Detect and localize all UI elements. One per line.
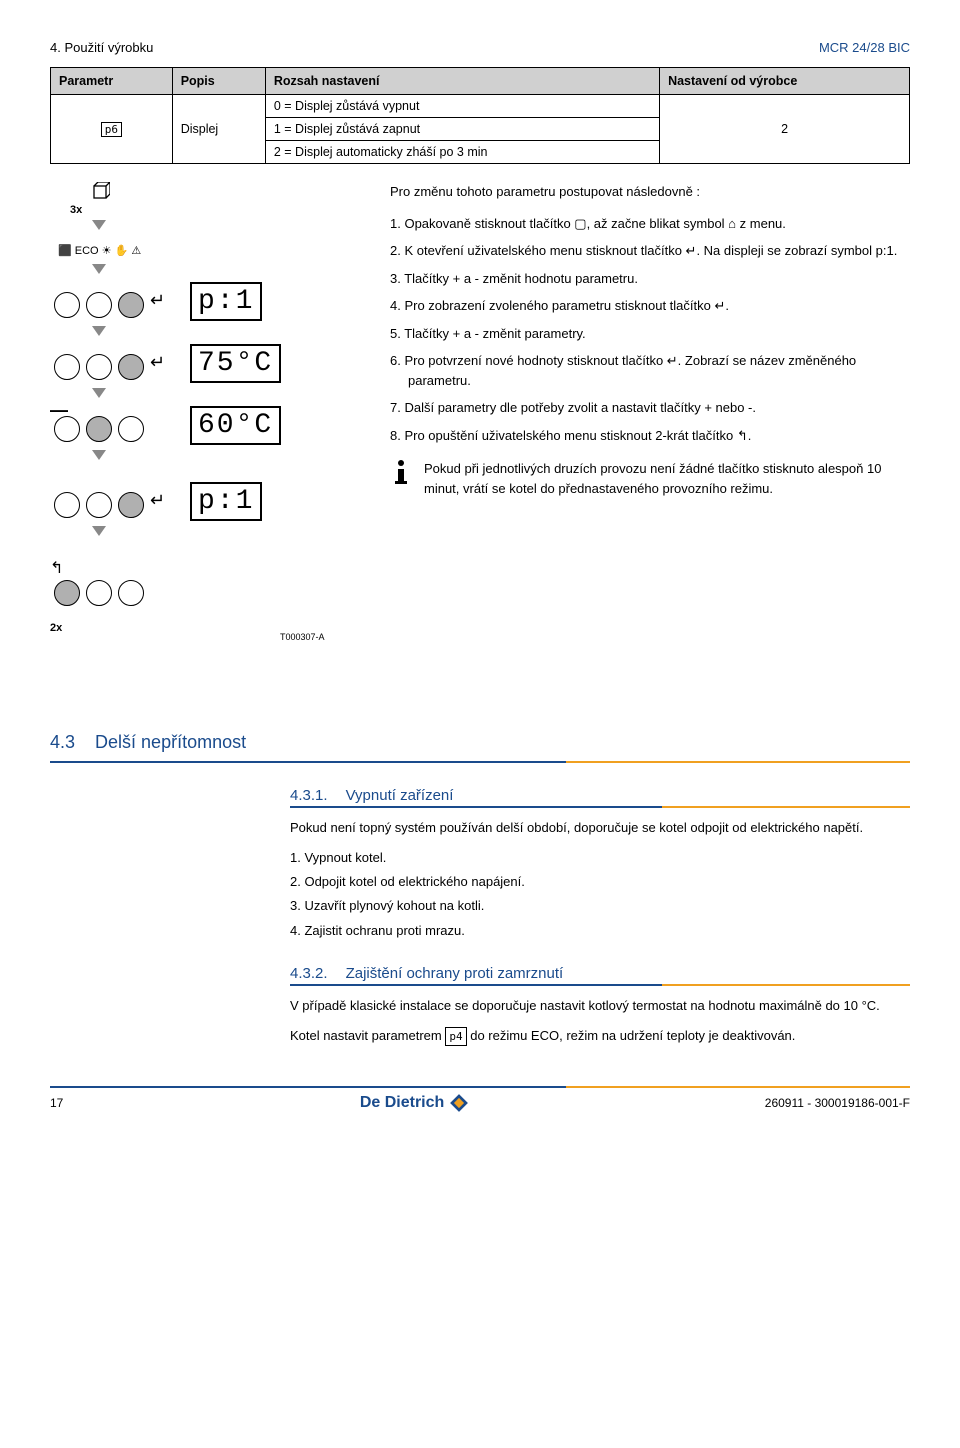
button-circle	[54, 292, 80, 318]
button-circle	[54, 354, 80, 380]
section-4-3-1-list: 1. Vypnout kotel. 2. Odpojit kotel od el…	[290, 848, 910, 941]
footer-page: 17	[50, 1096, 63, 1110]
step-1: 1. Opakovaně stisknout tlačítko ▢, až za…	[390, 214, 910, 234]
button-circle	[54, 416, 80, 442]
step-4: 4. Pro zobrazení zvoleného parametru sti…	[390, 296, 910, 316]
section-4-3-2-num: 4.3.2.	[290, 965, 328, 982]
down-triangle-icon	[92, 326, 106, 336]
footer-rule	[50, 1086, 910, 1088]
step-6: 6. Pro potvrzení nové hodnoty stisknout …	[390, 351, 910, 390]
list-item: 4. Zajistit ochranu proti mrazu.	[290, 921, 910, 941]
th-popis: Popis	[172, 68, 265, 95]
th-parametr: Parametr	[51, 68, 173, 95]
header-section: 4. Použití výrobku	[50, 40, 153, 55]
section-4-3-1-num: 4.3.1.	[290, 787, 328, 804]
enter-arrow-icon: ↵	[150, 352, 165, 373]
subsection-rule	[290, 984, 910, 986]
section-4-3-2-p1: V případě klasické instalace se doporuču…	[290, 996, 910, 1016]
exit-icon: ↰	[50, 558, 63, 578]
button-circle-active	[54, 580, 80, 606]
button-circle	[54, 492, 80, 518]
header-section-label: Použití výrobku	[64, 40, 153, 55]
td-rozsah-1: 1 = Displej zůstává zapnut	[265, 118, 659, 141]
section-4-3-2-p2: Kotel nastavit parametrem p4 do režimu E…	[290, 1026, 910, 1046]
header-doc-id: MCR 24/28 BIC	[819, 40, 910, 55]
button-circle	[86, 354, 112, 380]
down-triangle-icon	[92, 388, 106, 398]
header-section-num: 4.	[50, 40, 61, 55]
footer-brand: De Dietrich	[360, 1094, 468, 1112]
button-circle-active	[118, 292, 144, 318]
list-item: 1. Vypnout kotel.	[290, 848, 910, 868]
footer-code: 260911 - 300019186-001-F	[765, 1096, 910, 1110]
button-circle-active	[118, 354, 144, 380]
param-p4-symbol: p4	[445, 1027, 466, 1046]
list-item: 2. Odpojit kotel od elektrického napájen…	[290, 872, 910, 892]
subsection-rule	[290, 806, 910, 808]
section-4-3-title: Delší nepřítomnost	[95, 732, 246, 753]
step-2: 2. K otevření uživatelského menu stiskno…	[390, 241, 910, 261]
td-param: p6	[51, 95, 173, 164]
down-triangle-icon	[92, 264, 106, 274]
td-default: 2	[660, 95, 910, 164]
button-circle	[86, 292, 112, 318]
parameter-table: Parametr Popis Rozsah nastavení Nastaven…	[50, 67, 910, 164]
steps-list: 1. Opakovaně stisknout tlačítko ▢, až za…	[390, 214, 910, 446]
step-7: 7. Další parametry dle potřeby zvolit a …	[390, 398, 910, 418]
param-symbol: p6	[101, 122, 122, 137]
step-8: 8. Pro opuštění uživatelského menu stisk…	[390, 426, 910, 446]
info-icon	[390, 459, 412, 494]
intro-text: Pro změnu tohoto parametru postupovat ná…	[390, 182, 910, 202]
down-triangle-icon	[92, 526, 106, 536]
th-rozsah: Rozsah nastavení	[265, 68, 659, 95]
button-circle	[86, 580, 112, 606]
info-note-text: Pokud při jednotlivých druzích provozu n…	[424, 459, 910, 498]
td-popis: Displej	[172, 95, 265, 164]
th-default: Nastavení od výrobce	[660, 68, 910, 95]
section-rule	[50, 761, 910, 763]
label-3x: 3x	[70, 204, 82, 216]
section-4-3-1-title: Vypnutí zařízení	[346, 787, 454, 804]
button-circle	[86, 492, 112, 518]
button-circle	[118, 580, 144, 606]
button-circle	[118, 416, 144, 442]
section-4-3-1-p1: Pokud není topný systém používán delší o…	[290, 818, 910, 838]
cube-icon	[92, 182, 110, 200]
label-2x: 2x	[50, 622, 62, 634]
list-item: 3. Uzavřít plynový kohout na kotli.	[290, 896, 910, 916]
step-5: 5. Tlačítky + a - změnit parametry.	[390, 324, 910, 344]
brand-diamond-icon	[450, 1094, 468, 1112]
enter-arrow-icon: ↵	[150, 490, 165, 511]
display-60: 60°C	[190, 406, 281, 445]
step-3: 3. Tlačítky + a - změnit hodnotu paramet…	[390, 269, 910, 289]
down-triangle-icon	[92, 450, 106, 460]
enter-arrow-icon: ↵	[150, 290, 165, 311]
display-75: 75°C	[190, 344, 281, 383]
td-rozsah-0: 0 = Displej zůstává vypnut	[265, 95, 659, 118]
down-triangle-icon	[92, 220, 106, 230]
display-p1: p:1	[190, 282, 262, 321]
figure-reference: T000307-A	[280, 632, 325, 642]
section-4-3-2-title: Zajištění ochrany proti zamrznutí	[346, 965, 564, 982]
display-p1b: p:1	[190, 482, 262, 521]
mode-icons-row: ⬛ ECO ☀ ✋ ⚠	[58, 244, 141, 257]
control-diagram: 3x ⬛ ECO ☀ ✋ ⚠ ↵ p:1 ↵ 75°C —	[50, 182, 360, 722]
td-rozsah-2: 2 = Displej automaticky zháší po 3 min	[265, 141, 659, 164]
button-circle-active	[86, 416, 112, 442]
section-4-3-num: 4.3	[50, 732, 75, 753]
button-circle-active	[118, 492, 144, 518]
